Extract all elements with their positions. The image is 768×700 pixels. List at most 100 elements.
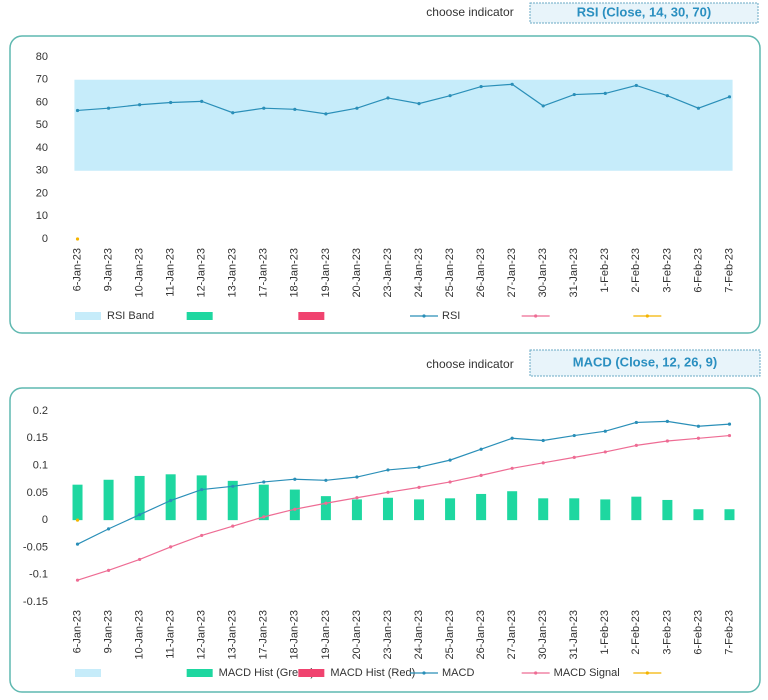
point — [727, 95, 732, 99]
point — [417, 485, 421, 489]
x-tick-label: 13-Jan-23 — [227, 610, 239, 660]
x-tick-label: 6-Feb-23 — [692, 248, 704, 293]
point — [603, 429, 607, 433]
x-tick-label: 20-Jan-23 — [351, 610, 363, 660]
indicator-value[interactable]: RSI (Close, 14, 30, 70) — [577, 4, 711, 19]
point — [572, 433, 576, 438]
x-tick-label: 6-Jan-23 — [71, 248, 83, 291]
x-tick-label: 13-Jan-23 — [227, 248, 239, 298]
point — [231, 484, 235, 488]
x-tick-label: 30-Jan-23 — [537, 248, 549, 298]
x-tick-label: 27-Jan-23 — [506, 248, 518, 298]
point — [138, 513, 142, 517]
y-tick-label: 0.05 — [27, 487, 48, 499]
x-tick-label: 20-Jan-23 — [351, 248, 363, 298]
point — [603, 450, 607, 454]
point — [448, 458, 452, 462]
bar — [165, 474, 176, 521]
point — [262, 515, 266, 519]
x-tick-label: 11-Jan-23 — [165, 248, 177, 297]
bar — [289, 489, 300, 521]
legend-label: RSI — [442, 310, 460, 322]
y-tick-label: 20 — [36, 187, 48, 199]
legend-label: MACD Hist (Green) — [219, 667, 314, 679]
legend-label: MACD Hist (Red) — [330, 667, 415, 679]
indicator-dropdown[interactable] — [529, 2, 759, 24]
point — [727, 422, 732, 426]
bar — [258, 484, 269, 521]
x-tick-label: 17-Jan-23 — [258, 610, 270, 660]
x-tick-label: 17-Jan-23 — [258, 248, 270, 298]
point — [293, 507, 297, 511]
point — [324, 478, 328, 482]
legend-swatch — [422, 671, 426, 675]
chart-frame — [9, 387, 761, 693]
band — [74, 79, 733, 171]
x-tick-label: 9-Jan-23 — [102, 248, 114, 291]
point — [510, 436, 514, 440]
indicator-value[interactable]: MACD (Close, 12, 26, 9) — [573, 354, 718, 369]
legend-swatch — [186, 312, 213, 320]
point — [293, 107, 297, 111]
legend-swatch — [298, 669, 325, 677]
x-tick-label: 25-Jan-23 — [444, 248, 456, 298]
point — [479, 84, 483, 89]
point — [572, 455, 576, 459]
legend-label: MACD Signal — [554, 667, 620, 679]
legend-label: RSI Band — [107, 310, 154, 322]
point — [75, 108, 80, 113]
point — [169, 498, 173, 503]
point — [106, 527, 111, 531]
point — [696, 424, 701, 428]
point — [417, 102, 421, 106]
y-tick-label: 0 — [42, 514, 48, 526]
control-label: choose indicator — [426, 5, 513, 19]
legend-swatch — [422, 314, 426, 318]
line — [77, 434, 730, 581]
point — [106, 568, 111, 572]
line — [77, 83, 730, 115]
indicator-dropdown[interactable] — [529, 349, 761, 377]
x-tick-label: 6-Jan-23 — [71, 610, 83, 653]
x-tick-label: 23-Jan-23 — [382, 248, 394, 298]
x-tick-label: 24-Jan-23 — [413, 610, 425, 660]
x-tick-label: 10-Jan-23 — [134, 248, 146, 298]
point — [634, 420, 638, 425]
y-tick-label: 0 — [42, 233, 48, 245]
x-tick-label: 12-Jan-23 — [196, 610, 208, 660]
point — [386, 468, 390, 472]
y-tick-label: 50 — [36, 119, 48, 131]
point — [665, 439, 669, 443]
y-tick-label: -0.1 — [29, 569, 48, 581]
bar — [196, 475, 207, 521]
x-tick-label: 1-Feb-23 — [599, 610, 611, 655]
point — [169, 545, 173, 549]
y-tick-label: 80 — [36, 51, 48, 63]
point — [665, 419, 669, 423]
x-tick-label: 26-Jan-23 — [475, 610, 487, 660]
legend-swatch — [645, 671, 649, 675]
point — [417, 465, 421, 469]
point — [479, 447, 483, 451]
x-tick-label: 7-Feb-23 — [723, 610, 735, 655]
point — [541, 438, 545, 443]
bar — [631, 496, 642, 521]
point — [200, 99, 204, 103]
x-tick-label: 12-Jan-23 — [196, 248, 208, 298]
x-tick-label: 25-Jan-23 — [444, 610, 456, 660]
y-tick-label: 0.2 — [33, 405, 48, 417]
point — [75, 578, 80, 582]
x-tick-label: 7-Feb-23 — [723, 248, 735, 293]
x-tick-label: 26-Jan-23 — [475, 248, 487, 298]
bar — [72, 484, 83, 521]
x-tick-label: 27-Jan-23 — [506, 610, 518, 660]
point — [293, 477, 297, 481]
bar — [724, 509, 735, 521]
y-tick-label: 40 — [36, 142, 48, 154]
point — [665, 94, 669, 98]
x-tick-label: 18-Jan-23 — [289, 248, 301, 298]
y-tick-label: 30 — [36, 165, 48, 177]
point — [355, 475, 359, 479]
point — [541, 461, 545, 465]
